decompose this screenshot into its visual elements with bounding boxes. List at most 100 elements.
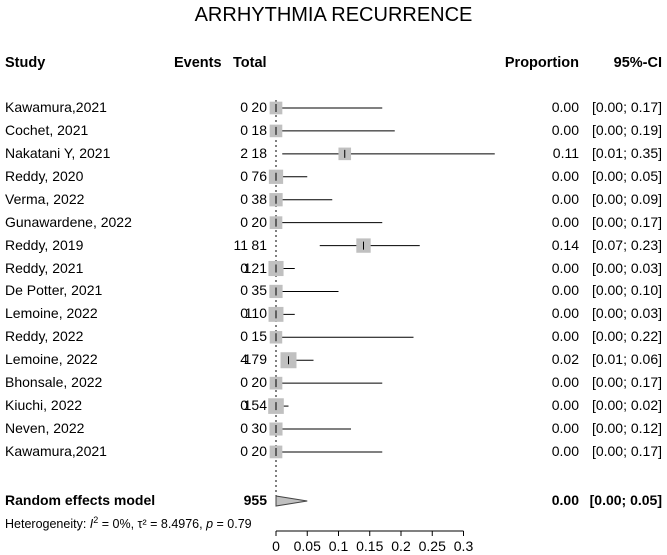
header-events: Events bbox=[174, 55, 222, 71]
x-tick-label: 0.2 bbox=[391, 538, 411, 554]
proportion-value: 0.02 bbox=[551, 351, 579, 368]
ci-value: [0.01; 0.35] bbox=[591, 144, 662, 161]
ci-value: [0.00; 0.17] bbox=[591, 213, 662, 230]
x-tick-label: 0.3 bbox=[454, 538, 474, 554]
table-row: Reddy, 2022 0 15 0.00 [0.00; 0.22] bbox=[0, 326, 667, 347]
table-row: Kiuchi, 2022 0 154 0.00 [0.00; 0.02] bbox=[0, 395, 667, 416]
header-ci: 95%-CI bbox=[613, 55, 662, 71]
ci-value: [0.00; 0.19] bbox=[591, 121, 662, 138]
study-name: Nakatani Y, 2021 bbox=[5, 144, 111, 161]
total-count: 76 bbox=[251, 167, 267, 184]
study-name: Reddy, 2019 bbox=[5, 236, 84, 253]
het-p-value: = 0.79 bbox=[213, 517, 252, 532]
events-count: 0 bbox=[240, 259, 248, 276]
total-count: 20 bbox=[251, 213, 267, 230]
table-row: Kawamura,2021 0 20 0.00 [0.00; 0.17] bbox=[0, 97, 667, 118]
summary-proportion: 0.00 bbox=[551, 492, 579, 508]
summary-total: 955 bbox=[243, 492, 267, 508]
summary-label: Random effects model bbox=[5, 492, 156, 508]
events-count: 0 bbox=[240, 99, 248, 115]
header-total: Total bbox=[233, 55, 267, 71]
ci-value: [0.00; 0.03] bbox=[591, 305, 662, 322]
ci-value: [0.00; 0.17] bbox=[591, 374, 662, 391]
proportion-value: 0.00 bbox=[551, 190, 579, 207]
table-row: Cochet, 2021 0 18 0.00 [0.00; 0.19] bbox=[0, 120, 667, 141]
total-count: 18 bbox=[251, 121, 267, 138]
table-row: Gunawardene, 2022 0 20 0.00 [0.00; 0.17] bbox=[0, 212, 667, 233]
study-name: Lemoine, 2022 bbox=[5, 305, 98, 322]
het-i2-exp: 2 bbox=[93, 515, 99, 525]
ci-value: [0.00; 0.17] bbox=[591, 442, 662, 459]
events-count: 0 bbox=[240, 121, 248, 138]
table-row: Nakatani Y, 2021 2 18 0.11 [0.01; 0.35] bbox=[0, 143, 667, 164]
proportion-value: 0.00 bbox=[551, 213, 579, 230]
proportion-value: 0.00 bbox=[551, 442, 579, 459]
study-name: Kawamura,2021 bbox=[5, 442, 107, 459]
proportion-value: 0.14 bbox=[551, 236, 579, 253]
total-count: 110 bbox=[244, 305, 267, 322]
ci-value: [0.00; 0.22] bbox=[591, 328, 662, 345]
study-name: Bhonsale, 2022 bbox=[5, 374, 103, 391]
ci-value: [0.01; 0.06] bbox=[591, 351, 662, 368]
total-count: 81 bbox=[251, 236, 267, 253]
chart-title: ARRHYTHMIA RECURRENCE bbox=[194, 4, 473, 26]
total-count: 121 bbox=[243, 259, 267, 276]
x-tick-label: 0.1 bbox=[329, 538, 349, 554]
events-count: 0 bbox=[240, 442, 248, 459]
events-count: 0 bbox=[240, 420, 248, 437]
total-count: 20 bbox=[251, 99, 267, 115]
x-tick-label: 0.05 bbox=[294, 538, 321, 554]
study-name: Reddy, 2020 bbox=[5, 167, 84, 184]
total-count: 154 bbox=[243, 397, 267, 414]
proportion-value: 0.00 bbox=[551, 121, 579, 138]
events-count: 0 bbox=[240, 397, 248, 414]
total-count: 30 bbox=[251, 420, 267, 437]
summary-ci: [0.00; 0.05] bbox=[589, 492, 662, 508]
study-name: Kiuchi, 2022 bbox=[5, 397, 83, 414]
x-tick-label: 0 bbox=[272, 538, 280, 554]
ci-value: [0.07; 0.23] bbox=[591, 236, 662, 253]
events-count: 0 bbox=[240, 282, 248, 299]
total-count: 20 bbox=[251, 442, 267, 459]
het-i2-value: = 0%, bbox=[98, 517, 138, 532]
proportion-value: 0.00 bbox=[551, 328, 579, 345]
het-tau2: τ² = 8.4976, bbox=[137, 517, 207, 532]
total-count: 35 bbox=[251, 282, 267, 299]
events-count: 0 bbox=[240, 374, 248, 391]
events-count: 2 bbox=[240, 144, 248, 161]
het-prefix: Heterogeneity: bbox=[5, 517, 90, 532]
proportion-value: 0.00 bbox=[551, 305, 579, 322]
ci-value: [0.00; 0.02] bbox=[591, 397, 662, 414]
x-tick-label: 0.25 bbox=[419, 538, 446, 554]
events-count: 4 bbox=[240, 351, 248, 368]
proportion-value: 0.00 bbox=[551, 167, 579, 184]
header-study: Study bbox=[5, 55, 46, 71]
proportion-value: 0.00 bbox=[551, 397, 579, 414]
table-row: Lemoine, 2022 4 179 0.02 [0.01; 0.06] bbox=[0, 349, 667, 370]
summary-diamond bbox=[275, 495, 308, 507]
proportion-value: 0.00 bbox=[551, 99, 579, 115]
study-name: Verma, 2022 bbox=[5, 190, 85, 207]
proportion-value: 0.00 bbox=[551, 374, 579, 391]
ci-value: [0.00; 0.10] bbox=[591, 282, 662, 299]
study-name: Kawamura,2021 bbox=[5, 99, 107, 115]
table-row: De Potter, 2021 0 35 0.00 [0.00; 0.10] bbox=[0, 280, 667, 301]
table-row: Reddy, 2020 0 76 0.00 [0.00; 0.05] bbox=[0, 166, 667, 187]
total-count: 15 bbox=[251, 328, 267, 345]
study-name: Cochet, 2021 bbox=[5, 121, 89, 138]
events-count: 0 bbox=[240, 213, 248, 230]
proportion-value: 0.00 bbox=[551, 282, 579, 299]
ci-value: [0.00; 0.03] bbox=[591, 259, 662, 276]
study-name: Reddy, 2021 bbox=[5, 259, 84, 276]
study-name: Neven, 2022 bbox=[5, 420, 85, 437]
study-name: Gunawardene, 2022 bbox=[5, 213, 132, 230]
proportion-value: 0.11 bbox=[552, 144, 579, 161]
table-row: Lemoine, 2022 0 110 0.00 [0.00; 0.03] bbox=[0, 303, 667, 324]
table-row: Neven, 2022 0 30 0.00 [0.00; 0.12] bbox=[0, 418, 667, 439]
table-row: Reddy, 2019 11 81 0.14 [0.07; 0.23] bbox=[0, 235, 667, 256]
ci-value: [0.00; 0.09] bbox=[591, 190, 662, 207]
x-tick-label: 0.15 bbox=[356, 538, 383, 554]
total-count: 18 bbox=[251, 144, 267, 161]
heterogeneity-stats: Heterogeneity: I2 = 0%, τ² = 8.4976, p =… bbox=[5, 515, 252, 531]
